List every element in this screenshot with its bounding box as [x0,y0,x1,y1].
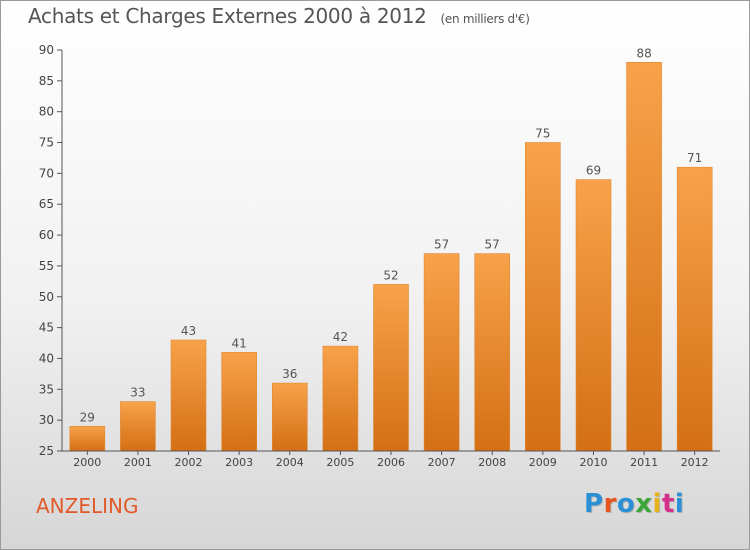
bar-2004 [271,382,308,452]
value-label-2012: 71 [687,151,702,165]
y-tick-label-85: 85 [39,74,54,88]
y-tick-label-80: 80 [39,105,54,119]
x-tick-label-2005: 2005 [326,456,354,469]
axes-group: 2000 2001 2002 2003 2004 2005 2006 2007 2008 2009… [39,43,720,469]
logo-letter: i [652,489,662,519]
value-label-2002: 43 [181,324,196,338]
x-tick-label-2001: 2001 [124,456,152,469]
value-label-2000: 29 [80,410,95,424]
y-tick-label-25: 25 [39,444,54,458]
value-label-2010: 69 [586,164,601,178]
logo-letter: r [603,489,617,519]
logo-letter: o [616,489,636,519]
bar-2012 [676,166,713,452]
y-tick-label-55: 55 [39,259,54,273]
value-label-2006: 52 [383,268,398,282]
value-label-2008: 57 [485,238,500,252]
bar-2008 [474,253,511,452]
x-tick-label-2009: 2009 [529,456,557,469]
value-label-2003: 41 [232,336,247,350]
value-label-2005: 42 [333,330,348,344]
x-tick-label-2002: 2002 [175,456,203,469]
y-tick-label-60: 60 [39,228,54,242]
value-label-2009: 75 [535,127,550,141]
value-label-2007: 57 [434,238,449,252]
value-label-2001: 33 [130,386,145,400]
y-tick-label-50: 50 [39,290,54,304]
y-tick-label-70: 70 [39,166,54,180]
y-tick-label-75: 75 [39,136,54,150]
value-label-2004: 36 [282,367,297,381]
bar-2005 [322,345,359,452]
y-tick-label-35: 35 [39,382,54,396]
logo-letter: x [635,489,653,519]
x-tick-label-2003: 2003 [225,456,253,469]
x-tick-label-2006: 2006 [377,456,405,469]
logo-letter: P [584,489,604,519]
bar-2007 [423,253,460,452]
bar-2006 [373,284,409,452]
y-tick-label-30: 30 [39,413,54,427]
y-tick-label-45: 45 [39,321,54,335]
x-tick-label-2004: 2004 [276,456,304,469]
bar-2001 [120,401,156,452]
logo-letter: t [661,489,675,519]
title-text: Achats et Charges Externes 2000 à 2012 [28,4,427,28]
x-tick-label-2000: 2000 [73,456,101,469]
bar-2011 [626,61,662,452]
bar-2002 [170,339,207,452]
value-label-2011: 88 [636,46,651,60]
logo-letter: i [674,489,685,519]
unit-label: (en milliers d'€) [440,12,530,26]
y-tick-label-65: 65 [39,197,54,211]
bar-2010 [575,179,612,452]
bar-2000 [69,425,106,452]
bars-group: 29 33 43 41 36 42 52 57 57 75 69 88 71 [69,46,713,452]
x-tick-label-2012: 2012 [681,456,709,469]
chart-title: Achats et Charges Externes 2000 à 2012 (e… [28,4,530,28]
bar-2009 [524,142,561,452]
x-tick-label-2010: 2010 [580,456,608,469]
commune-name: ANZELING [36,494,139,518]
x-tick-label-2007: 2007 [428,456,456,469]
x-tick-label-2008: 2008 [478,456,506,469]
bar-2003 [221,351,257,452]
y-tick-label-40: 40 [39,352,54,366]
x-tick-label-2011: 2011 [630,456,658,469]
proxiti-logo: Proxiti [584,489,684,519]
y-tick-label-90: 90 [39,43,54,57]
